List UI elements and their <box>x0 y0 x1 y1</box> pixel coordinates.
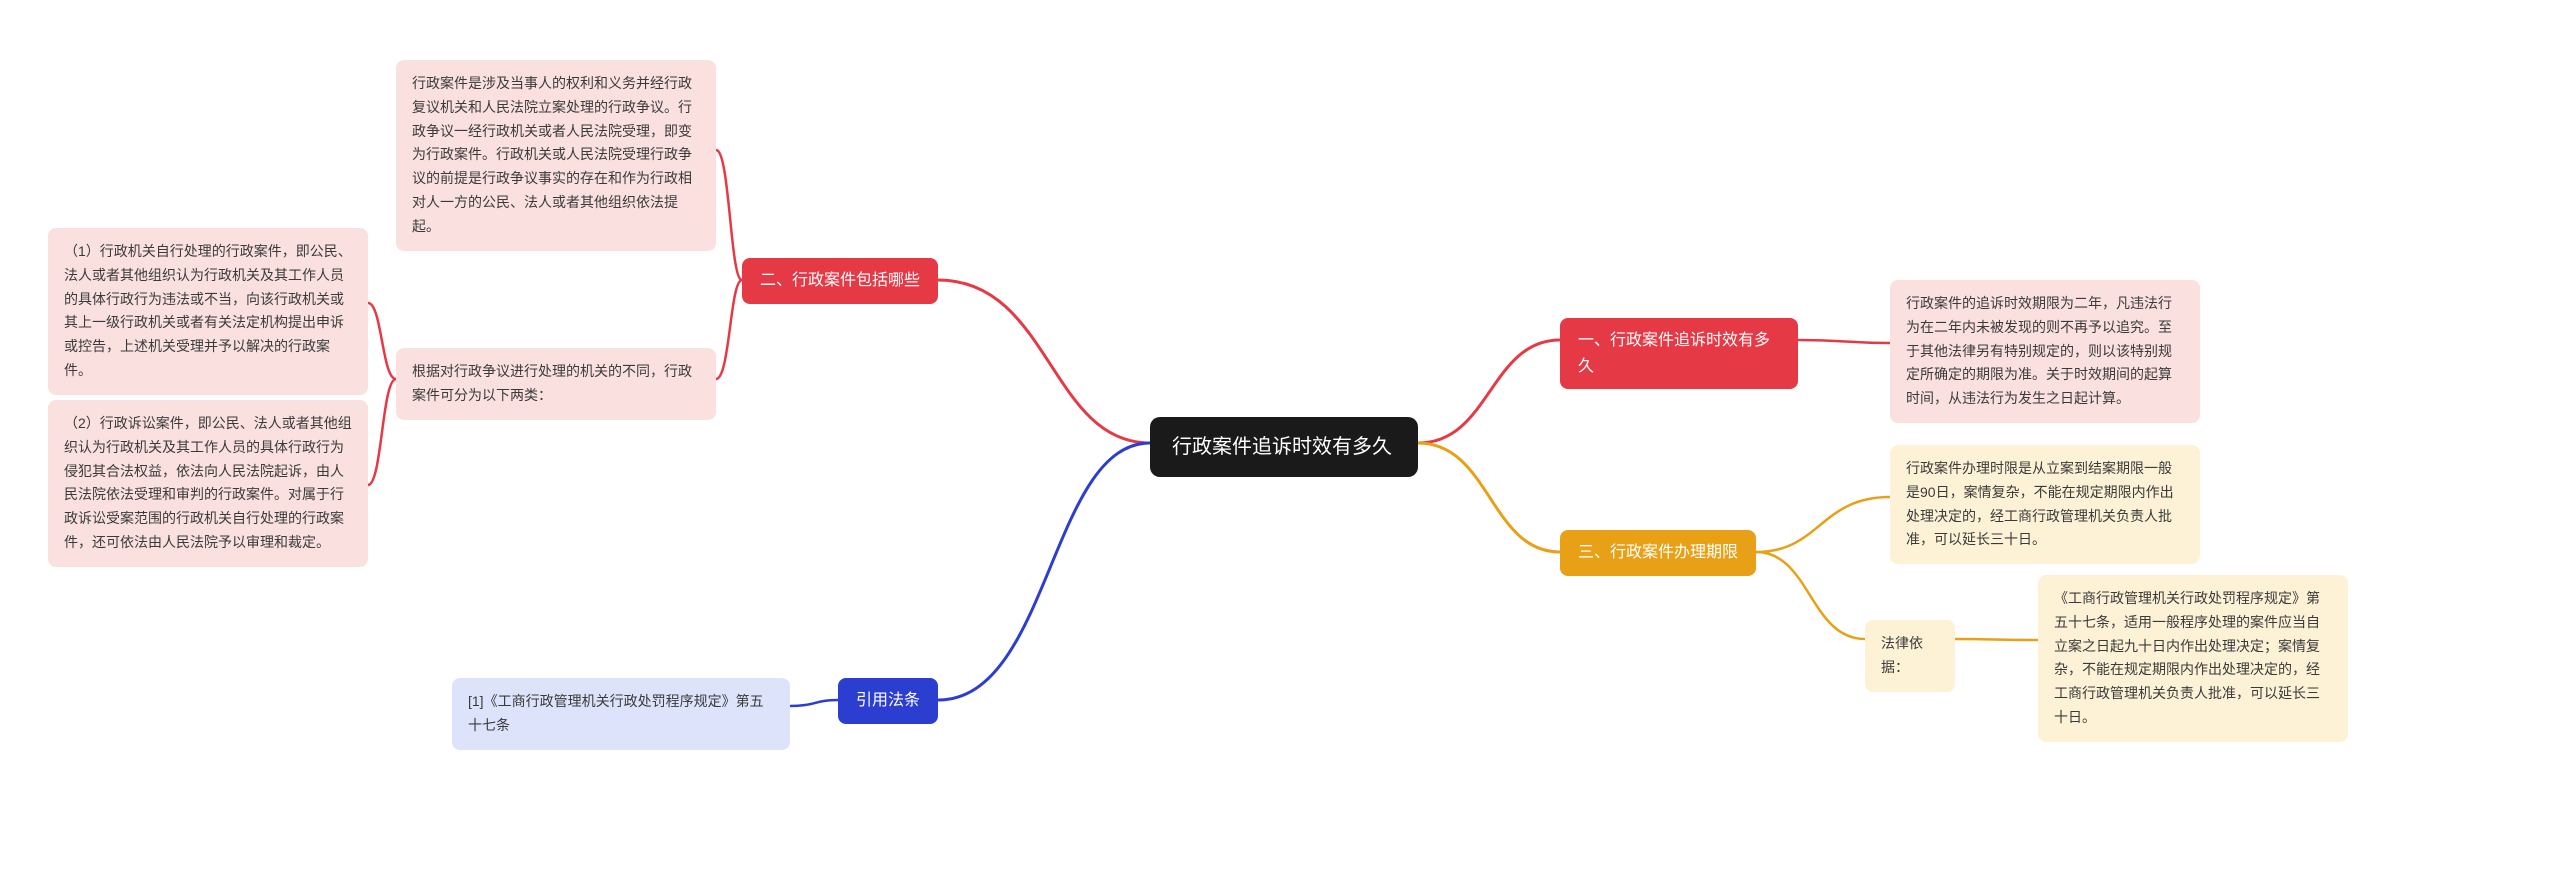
branch-1-leaf-1: 行政案件的追诉时效期限为二年，凡违法行为在二年内未被发现的则不再予以追究。至于其… <box>1890 280 2200 423</box>
branch-3-leaf-2a: 法律依据： <box>1865 620 1955 692</box>
branch-1[interactable]: 一、行政案件追诉时效有多久 <box>1560 318 1798 389</box>
branch-2-leaf-2: 根据对行政争议进行处理的机关的不同，行政案件可分为以下两类： <box>396 348 716 420</box>
branch-3[interactable]: 三、行政案件办理期限 <box>1560 530 1756 576</box>
branch-4-leaf-1: [1]《工商行政管理机关行政处罚程序规定》第五十七条 <box>452 678 790 750</box>
branch-4[interactable]: 引用法条 <box>838 678 938 724</box>
root-node[interactable]: 行政案件追诉时效有多久 <box>1150 417 1418 477</box>
branch-2-leaf-2b: （2）行政诉讼案件，即公民、法人或者其他组织认为行政机关及其工作人员的具体行政行… <box>48 400 368 567</box>
branch-3-leaf-2b: 《工商行政管理机关行政处罚程序规定》第五十七条，适用一般程序处理的案件应当自立案… <box>2038 575 2348 742</box>
branch-2-leaf-2a: （1）行政机关自行处理的行政案件，即公民、法人或者其他组织认为行政机关及其工作人… <box>48 228 368 395</box>
branch-3-leaf-1: 行政案件办理时限是从立案到结案期限一般是90日，案情复杂，不能在规定期限内作出处… <box>1890 445 2200 564</box>
branch-2-leaf-1: 行政案件是涉及当事人的权利和义务并经行政复议机关和人民法院立案处理的行政争议。行… <box>396 60 716 251</box>
branch-2[interactable]: 二、行政案件包括哪些 <box>742 258 938 304</box>
